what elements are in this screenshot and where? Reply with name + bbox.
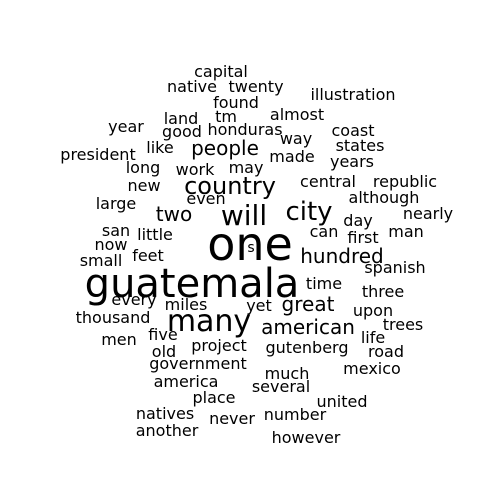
word-mexico: mexico [343, 359, 401, 378]
word-good: good [162, 122, 202, 141]
word-land: land [163, 109, 199, 128]
word-work: work [175, 160, 215, 179]
word-people: people [191, 136, 259, 160]
word-even: even [186, 189, 226, 208]
word-trees: trees [382, 315, 424, 334]
word-government: government [149, 354, 247, 373]
word-five: five [148, 325, 178, 344]
word-republic: republic [372, 172, 438, 191]
word-coast: coast [331, 121, 375, 140]
word-although: although [348, 188, 420, 207]
word-much: much [264, 364, 310, 383]
word-time: time [305, 274, 343, 293]
word-one: one [207, 217, 293, 271]
word-long: long [125, 158, 161, 177]
word-like: like [146, 138, 174, 157]
word-guatemala: guatemala [84, 261, 300, 307]
word-first: first [347, 228, 379, 247]
word-yet: yet [246, 296, 272, 315]
word-large: large [95, 194, 137, 213]
word-native: native [167, 77, 217, 96]
word-central: central [300, 172, 356, 191]
word-day: day [343, 211, 373, 230]
word-place: place [192, 388, 236, 407]
word-gutenberg: gutenberg [265, 338, 349, 357]
word-two: two [155, 202, 193, 226]
word-tm: tm [215, 107, 237, 126]
word-years: years [329, 152, 375, 171]
word-three: three [361, 282, 405, 301]
word-city: city [285, 197, 333, 227]
word-miles: miles [164, 295, 208, 314]
word-road: road [368, 342, 404, 361]
word-new: new [127, 176, 161, 195]
word-may: may [228, 158, 264, 177]
word-feet: feet [132, 246, 164, 265]
word-life: life [360, 328, 386, 347]
word-thousand: thousand [75, 308, 151, 327]
word-hundred: hundred [300, 244, 384, 268]
word-can: can [309, 222, 339, 241]
word-honduras: honduras [207, 120, 283, 139]
word-great: great [281, 292, 335, 316]
word-men: men [101, 330, 137, 349]
word-capital: capital [194, 62, 248, 81]
word-number: number [263, 405, 327, 424]
word-little: little [137, 225, 173, 244]
word-spanish: spanish [364, 258, 426, 277]
word-never: never [209, 409, 255, 428]
word-states: states [335, 136, 385, 155]
word-natives: natives [135, 404, 195, 423]
word-small: small [79, 251, 123, 270]
word-united: united [316, 392, 368, 411]
word-however: however [271, 428, 341, 447]
word-another: another [135, 421, 199, 440]
word-president: president [60, 145, 136, 164]
word-illustration: illustration [310, 85, 396, 104]
word-country: country [184, 172, 276, 200]
word-every: every [111, 290, 157, 309]
word-several: several [251, 377, 311, 396]
word-year: year [108, 117, 144, 136]
word-made: made [269, 147, 315, 166]
word-now: now [94, 235, 128, 254]
word-s: s [247, 240, 255, 256]
word-old: old [151, 342, 177, 361]
word-american: american [261, 315, 355, 339]
word-san: san [101, 221, 131, 240]
word-many: many [166, 304, 252, 339]
word-way: way [279, 129, 313, 148]
word-man: man [388, 222, 424, 241]
word-nearly: nearly [402, 204, 454, 223]
word-project: project [191, 336, 247, 355]
word-found: found [213, 93, 259, 112]
word-will: will [220, 199, 268, 232]
word-america: america [153, 372, 219, 391]
word-upon: upon [352, 301, 394, 320]
word-twenty: twenty [228, 77, 284, 96]
word-almost: almost [269, 105, 325, 124]
